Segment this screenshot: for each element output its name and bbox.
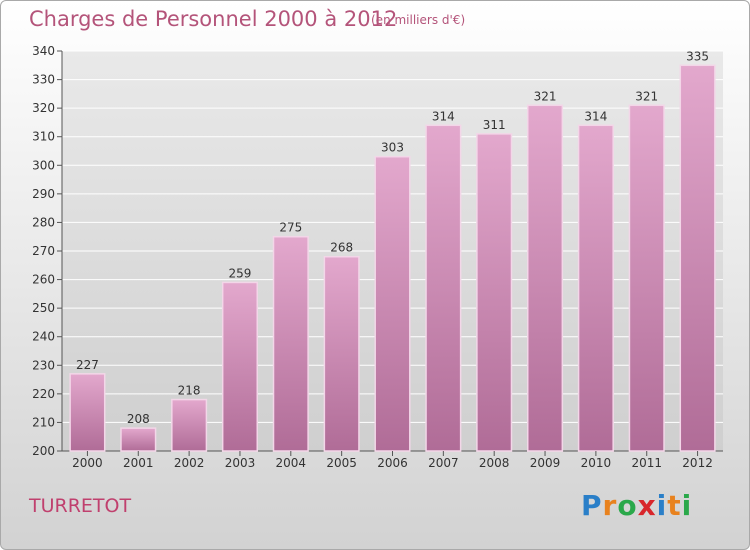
y-tick-label: 330 xyxy=(32,73,55,87)
x-tick-label: 2002 xyxy=(174,456,205,470)
logo-letter: x xyxy=(637,489,657,522)
data-label: 314 xyxy=(432,109,455,123)
bar xyxy=(69,373,106,452)
y-tick-label: 320 xyxy=(32,101,55,115)
x-tick-label: 2009 xyxy=(530,456,561,470)
bar xyxy=(221,281,258,452)
bar xyxy=(171,398,208,452)
x-tick-label: 2010 xyxy=(581,456,612,470)
x-tick-label: 2001 xyxy=(123,456,154,470)
y-tick-label: 240 xyxy=(32,330,55,344)
bar xyxy=(120,427,157,452)
y-tick-label: 340 xyxy=(32,44,55,58)
logo-letter: P xyxy=(581,489,603,522)
logo-letter: i xyxy=(656,489,668,522)
data-label: 321 xyxy=(534,89,557,103)
x-tick-label: 2004 xyxy=(276,456,307,470)
bar xyxy=(323,255,360,452)
logo-letter: r xyxy=(602,489,618,522)
bar xyxy=(476,133,513,452)
logo-letter: o xyxy=(617,489,638,522)
y-tick-label: 210 xyxy=(32,415,55,429)
x-tick-label: 2011 xyxy=(631,456,662,470)
x-tick-label: 2003 xyxy=(225,456,256,470)
place-name: TURRETOT xyxy=(29,495,132,517)
data-label: 268 xyxy=(330,241,353,255)
y-tick-label: 230 xyxy=(32,358,55,372)
data-label: 303 xyxy=(381,141,404,155)
chart-title: Charges de Personnel 2000 à 2012 xyxy=(29,7,398,31)
bar xyxy=(628,104,665,452)
chart-subtitle: (en milliers d'€) xyxy=(371,13,466,27)
x-tick-label: 2000 xyxy=(72,456,103,470)
data-label: 218 xyxy=(178,384,201,398)
bar xyxy=(425,124,462,452)
logo-letter: i xyxy=(681,489,693,522)
bar xyxy=(679,64,716,452)
y-tick-label: 220 xyxy=(32,387,55,401)
bar xyxy=(374,155,411,452)
y-tick-label: 260 xyxy=(32,273,55,287)
x-tick-label: 2007 xyxy=(428,456,459,470)
y-tick-label: 300 xyxy=(32,158,55,172)
data-label: 275 xyxy=(279,221,302,235)
data-label: 335 xyxy=(686,49,709,63)
y-tick-label: 270 xyxy=(32,244,55,258)
y-tick-label: 200 xyxy=(32,444,55,458)
data-label: 259 xyxy=(229,266,252,280)
data-label: 314 xyxy=(584,109,607,123)
y-tick-label: 250 xyxy=(32,301,55,315)
x-tick-label: 2005 xyxy=(326,456,357,470)
bar xyxy=(272,235,309,452)
y-tick-label: 280 xyxy=(32,215,55,229)
data-label: 208 xyxy=(127,412,150,426)
x-tick-label: 2012 xyxy=(682,456,713,470)
logo-letter: t xyxy=(667,489,682,522)
bar xyxy=(527,104,564,452)
bar xyxy=(577,124,614,452)
x-tick-label: 2006 xyxy=(377,456,408,470)
data-label: 311 xyxy=(483,118,506,132)
proxiti-logo: Proxiti xyxy=(581,489,692,522)
y-tick-label: 290 xyxy=(32,187,55,201)
data-label: 227 xyxy=(76,358,99,372)
data-label: 321 xyxy=(635,89,658,103)
x-tick-label: 2008 xyxy=(479,456,510,470)
y-tick-label: 310 xyxy=(32,130,55,144)
